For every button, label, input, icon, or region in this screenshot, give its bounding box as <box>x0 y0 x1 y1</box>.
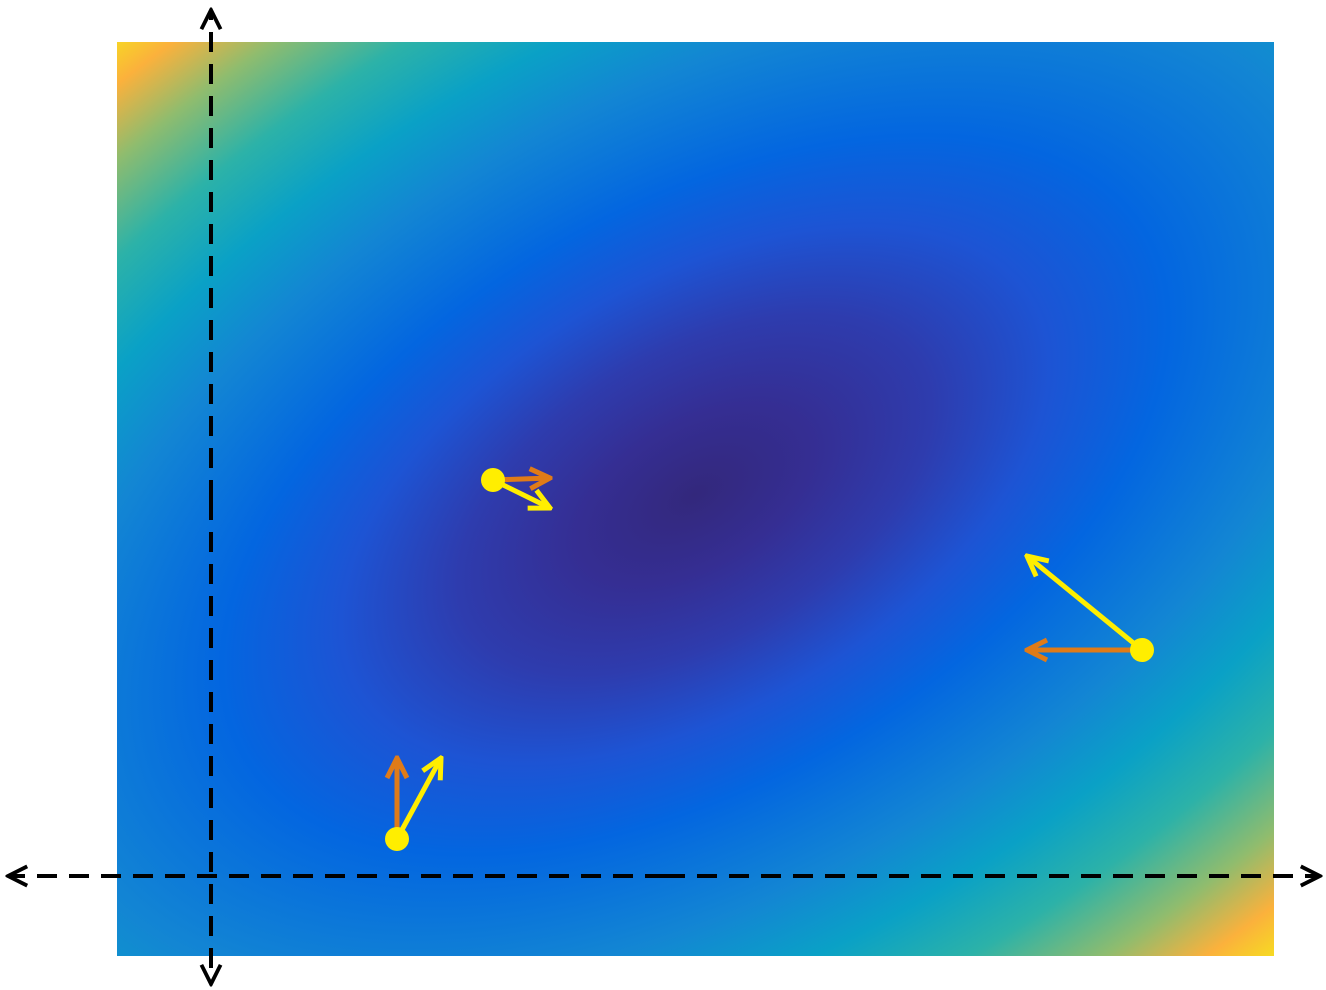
point <box>385 827 409 851</box>
point <box>481 468 505 492</box>
point <box>1130 638 1154 662</box>
axes <box>8 10 1320 984</box>
yellow-arrow <box>1027 556 1144 652</box>
loss-surface <box>117 42 1274 956</box>
points <box>385 468 1154 851</box>
yellow-arrow <box>394 758 441 841</box>
